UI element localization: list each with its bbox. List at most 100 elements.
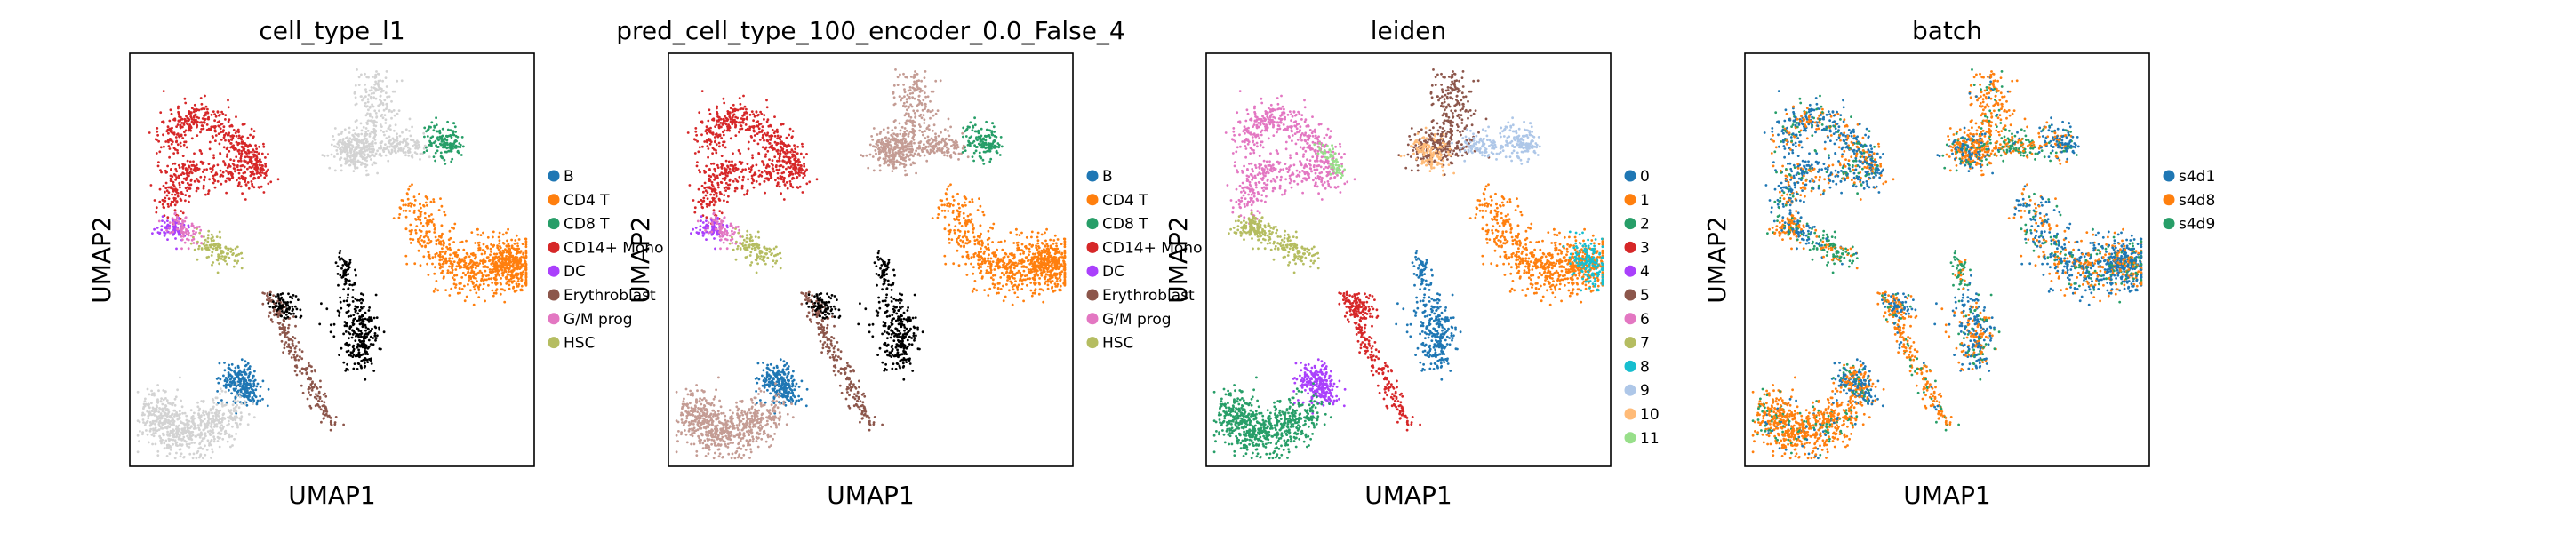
scatter-point (236, 168, 240, 171)
scatter-point (216, 110, 220, 114)
scatter-point (372, 96, 375, 99)
scatter-point (761, 125, 764, 129)
scatter-point (160, 171, 163, 174)
scatter-point (185, 146, 188, 149)
legend-label: G/M prog (564, 311, 633, 329)
scatter-point (259, 399, 262, 402)
scatter-point (212, 407, 215, 410)
scatter-point (373, 138, 377, 141)
scatter-point (776, 137, 780, 140)
scatter-point (332, 322, 336, 326)
scatter-point (340, 346, 343, 350)
scatter-point (180, 122, 184, 124)
scatter-point (444, 250, 447, 253)
scatter-point (458, 287, 461, 290)
scatter-point (154, 432, 157, 434)
scatter-point (367, 328, 370, 331)
scatter-point (501, 252, 504, 255)
scatter-point (805, 153, 808, 155)
scatter-point (178, 418, 181, 420)
scatter-point (801, 168, 804, 171)
scatter-point (405, 141, 408, 145)
scatter-point (354, 339, 357, 342)
scatter-point (451, 265, 453, 268)
scatter-point (227, 371, 230, 374)
scatter-point (153, 227, 156, 231)
scatter-point (784, 152, 787, 155)
scatter-point (378, 328, 380, 331)
scatter-point (170, 186, 172, 189)
scatter-point (242, 378, 245, 380)
scatter-point (293, 358, 297, 362)
scatter-point (417, 215, 420, 219)
scatter-point (349, 143, 352, 147)
scatter-point (212, 420, 215, 424)
scatter-point (202, 184, 205, 187)
scatter-point (354, 331, 357, 335)
scatter-point (769, 171, 772, 175)
scatter-point (500, 257, 503, 260)
scatter-point (360, 141, 364, 145)
scatter-point (805, 182, 809, 186)
scatter-point (184, 120, 187, 123)
scatter-point (333, 169, 337, 172)
scatter-point (463, 256, 467, 259)
scatter-point (360, 322, 363, 325)
scatter-point (452, 251, 455, 255)
scatter-point (442, 256, 445, 259)
scatter-point (236, 143, 240, 147)
scatter-point (212, 435, 216, 439)
scatter-point (364, 146, 366, 149)
scatter-point (224, 378, 227, 382)
scatter-point (175, 217, 179, 219)
scatter-point (157, 161, 160, 164)
scatter-point (273, 314, 276, 317)
scatter-point (262, 145, 266, 148)
scatter-point (686, 131, 690, 134)
scatter-point (251, 165, 254, 168)
scatter-point (348, 261, 352, 264)
scatter-point (250, 127, 253, 131)
scatter-point (409, 237, 412, 241)
scatter-point (476, 264, 480, 266)
scatter-point (713, 167, 716, 171)
scatter-point (735, 179, 739, 183)
scatter-point (440, 204, 444, 208)
scatter-point (354, 96, 357, 99)
scatter-point (467, 263, 470, 266)
scatter-point (230, 177, 234, 180)
scatter-point (720, 181, 724, 185)
scatter-point (346, 161, 349, 164)
scatter-point (524, 237, 527, 241)
scatter-point (732, 103, 735, 107)
scatter-point (364, 84, 366, 86)
scatter-point (701, 206, 704, 210)
scatter-point (300, 372, 304, 375)
scatter-point (343, 128, 347, 131)
scatter-point (371, 103, 373, 107)
scatter-point (492, 291, 496, 295)
scatter-point (360, 73, 363, 76)
scatter-point (373, 332, 377, 335)
scatter-point (178, 176, 180, 179)
scatter-point (756, 114, 759, 117)
scatter-point (419, 212, 422, 216)
scatter-point (739, 102, 742, 106)
scatter-point (237, 171, 241, 175)
scatter-point (696, 139, 699, 143)
scatter-point (514, 239, 517, 242)
scatter-point (193, 152, 196, 155)
scatter-point (351, 300, 355, 303)
scatter-point (193, 165, 196, 168)
scatter-point (213, 130, 217, 133)
scatter-point (232, 418, 236, 421)
scatter-point (164, 390, 167, 393)
scatter-point (346, 152, 349, 155)
scatter-point (709, 130, 712, 132)
scatter-point (716, 135, 720, 139)
scatter-point (452, 282, 456, 286)
scatter-point (747, 178, 749, 181)
scatter-point (268, 311, 272, 314)
scatter-point (332, 155, 336, 158)
scatter-point (228, 179, 231, 182)
